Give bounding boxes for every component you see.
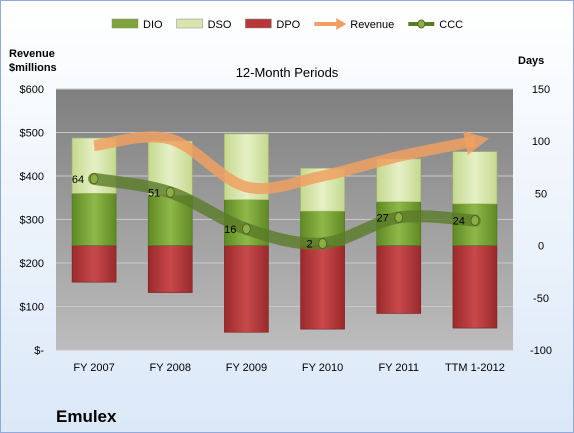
- plot-area: $600 $500 $400 $300 $200 $100 $- 150 100 50 0 -50 -1…: [20, 84, 553, 374]
- left-axis-tick-label: $600: [20, 84, 44, 96]
- ccc-point: [470, 215, 480, 227]
- legend-label-dio: DIO: [143, 19, 163, 31]
- right-axis-tick-label: 150: [532, 84, 550, 96]
- right-axis-title: Days: [518, 55, 544, 67]
- right-axis-tick-label: 0: [538, 241, 544, 253]
- legend-swatch-dso: [176, 18, 203, 29]
- bar-dpo: [300, 245, 345, 330]
- x-tick-label: FY 2007: [73, 362, 114, 374]
- legend-label-ccc: CCC: [439, 19, 463, 31]
- ccc-data-label: 27: [377, 212, 389, 224]
- ccc-data-label: 2: [306, 239, 312, 251]
- revenue-arrow: [93, 131, 490, 195]
- left-axis-title-line2: $millions: [9, 62, 57, 74]
- legend-label-dpo: DPO: [276, 19, 300, 31]
- x-tick-label: FY 2008: [150, 362, 191, 374]
- right-axis-tick-label: -50: [533, 293, 549, 305]
- x-tick-label: FY 2011: [378, 362, 419, 374]
- ccc-data-label: 64: [72, 174, 84, 186]
- bar-dpo: [147, 245, 193, 293]
- legend-swatch-dpo: [245, 18, 272, 29]
- ccc-data-label: 16: [224, 224, 236, 236]
- legend-swatch-dio: [111, 18, 139, 29]
- bar-dpo: [224, 245, 269, 333]
- left-axis-title-line1: Revenue: [9, 48, 55, 60]
- left-axis-tick-label: $-: [34, 345, 44, 357]
- chart-title: 12-Month Periods: [236, 65, 339, 80]
- bar-dpo: [71, 245, 117, 283]
- left-axis-tick-label: $300: [20, 215, 44, 227]
- right-axis-tick-label: 50: [535, 188, 547, 200]
- ccc-data-label: 24: [453, 216, 465, 228]
- bar-dio: [71, 193, 117, 246]
- legend: DIO DSO DPO Revenue CCC: [111, 18, 463, 31]
- right-axis-tick-label: 100: [532, 136, 550, 148]
- ccc-point: [241, 223, 251, 235]
- left-axis-tick-label: $100: [20, 302, 44, 314]
- right-axis-tick-label: -100: [530, 345, 552, 357]
- bar-dpo: [376, 245, 422, 314]
- x-tick-label: FY 2009: [226, 362, 267, 374]
- x-tick-label: FY 2010: [302, 362, 343, 374]
- ccc-point: [318, 238, 328, 250]
- ccc-point: [89, 173, 99, 185]
- company-name: Emulex: [56, 407, 117, 426]
- x-tick-label: TTM 1-2012: [445, 362, 505, 374]
- legend-swatch-ccc-marker: [417, 19, 426, 29]
- legend-label-dso: DSO: [208, 19, 232, 31]
- bar-dso: [452, 151, 498, 205]
- legend-label-revenue: Revenue: [350, 19, 394, 31]
- left-axis-tick-label: $400: [20, 171, 44, 183]
- left-axis-tick-label: $200: [20, 258, 44, 270]
- legend-swatch-revenue-head: [336, 18, 347, 30]
- ccc-point: [165, 186, 175, 198]
- left-axis-tick-label: $500: [20, 128, 44, 140]
- bar-dpo: [452, 245, 498, 329]
- ccc-data-label: 51: [148, 187, 160, 199]
- ccc-point: [394, 211, 404, 223]
